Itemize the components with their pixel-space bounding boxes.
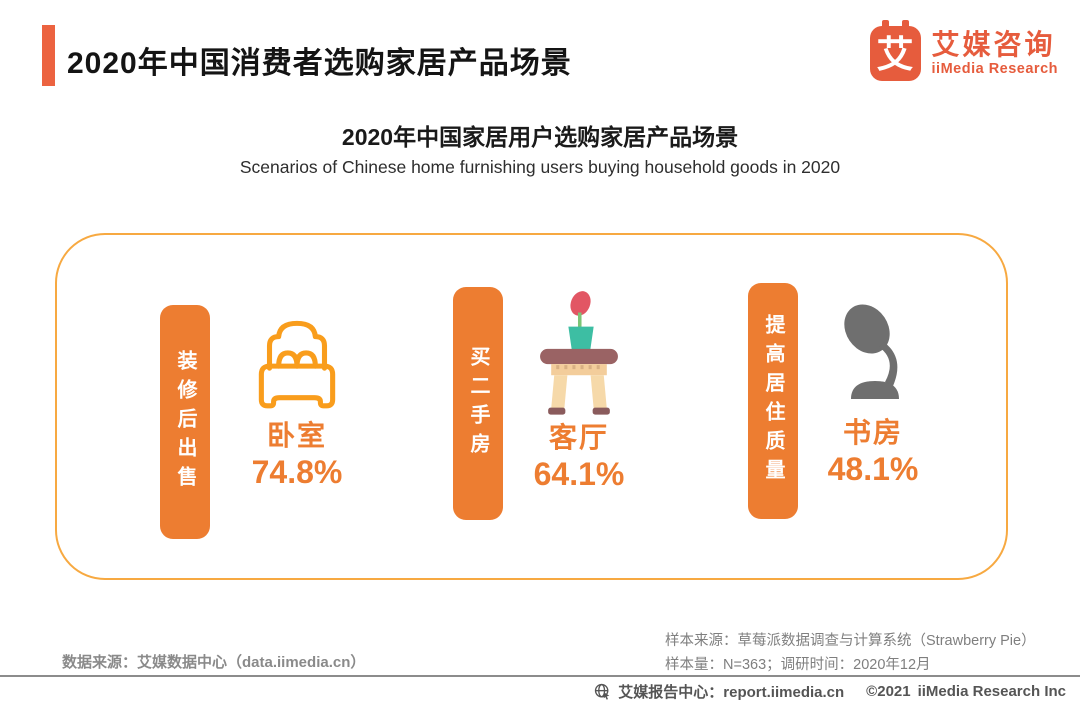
room-value: 64.1% (533, 456, 625, 493)
data-source-note: 数据来源：艾媒数据中心（data.iimedia.cn） (62, 654, 366, 671)
scenario-tag-secondhand-house: 买二手房 (453, 287, 503, 520)
room-label: 卧室 (266, 420, 327, 451)
lamp-icon (844, 304, 899, 399)
table-icon (540, 291, 618, 415)
room-label: 书房 (842, 417, 903, 448)
sample-source-note: 样本来源：草莓派数据调查与计算系统（Strawberry Pie） (665, 633, 1036, 649)
room-label: 客厅 (548, 422, 609, 453)
figure-title: 2020年中国家居用户选购家居产品场景 (341, 124, 739, 150)
scenario-tag-renovate-sell: 装修后出售 (160, 305, 210, 539)
scenario-tag-label: 装修后出售 (174, 349, 196, 495)
figure-subtitle: Scenarios of Chinese home furnishing use… (239, 157, 841, 177)
page-footer: 艾媒报告中心：report.iimedia.cn ©2021 iiMedia R… (594, 681, 1066, 702)
logo-name-en: iiMedia Research (931, 60, 1058, 77)
sample-size-note: 样本量：N=363；调研时间：2020年12月 (665, 657, 931, 673)
scenario-result-study: 书房 48.1% (793, 417, 953, 487)
logo-text: 艾媒咨询 iiMedia Research (931, 29, 1058, 77)
logo-glyph: 艾 (876, 34, 914, 75)
scenario-panel: 装修后出售 卧室 74.8% 买二手房 (55, 233, 1008, 580)
page-title: 2020年中国消费者选购家居产品场景 (67, 47, 572, 80)
logo-mark-icon: 艾 (869, 20, 921, 81)
footer-divider (0, 675, 1080, 677)
logo-name-cn: 艾媒咨询 (931, 29, 1056, 61)
scenario-tag-label: 提高居住质量 (762, 314, 784, 488)
footer-report-center: 艾媒报告中心：report.iimedia.cn (618, 684, 845, 701)
scenario-tag-improve-living-quality: 提高居住质量 (748, 283, 798, 519)
footer-copyright: ©2021 (866, 683, 911, 700)
footer-company: iiMedia Research Inc (917, 683, 1066, 700)
bed-icon (258, 320, 336, 409)
globe-cursor-icon (595, 683, 610, 700)
scenario-tag-label: 买二手房 (467, 345, 489, 462)
brand-logo: 艾 艾媒咨询 iiMedia Research (869, 20, 1058, 81)
scenario-result-bedroom: 卧室 74.8% (217, 420, 377, 490)
room-value: 48.1% (827, 451, 919, 488)
header-accent-bar (42, 25, 55, 86)
room-value: 74.8% (251, 454, 343, 491)
scenario-result-livingroom: 客厅 64.1% (499, 422, 659, 492)
sample-info-block: 样本来源：草莓派数据调查与计算系统（Strawberry Pie） 样本量：N=… (665, 629, 1036, 677)
